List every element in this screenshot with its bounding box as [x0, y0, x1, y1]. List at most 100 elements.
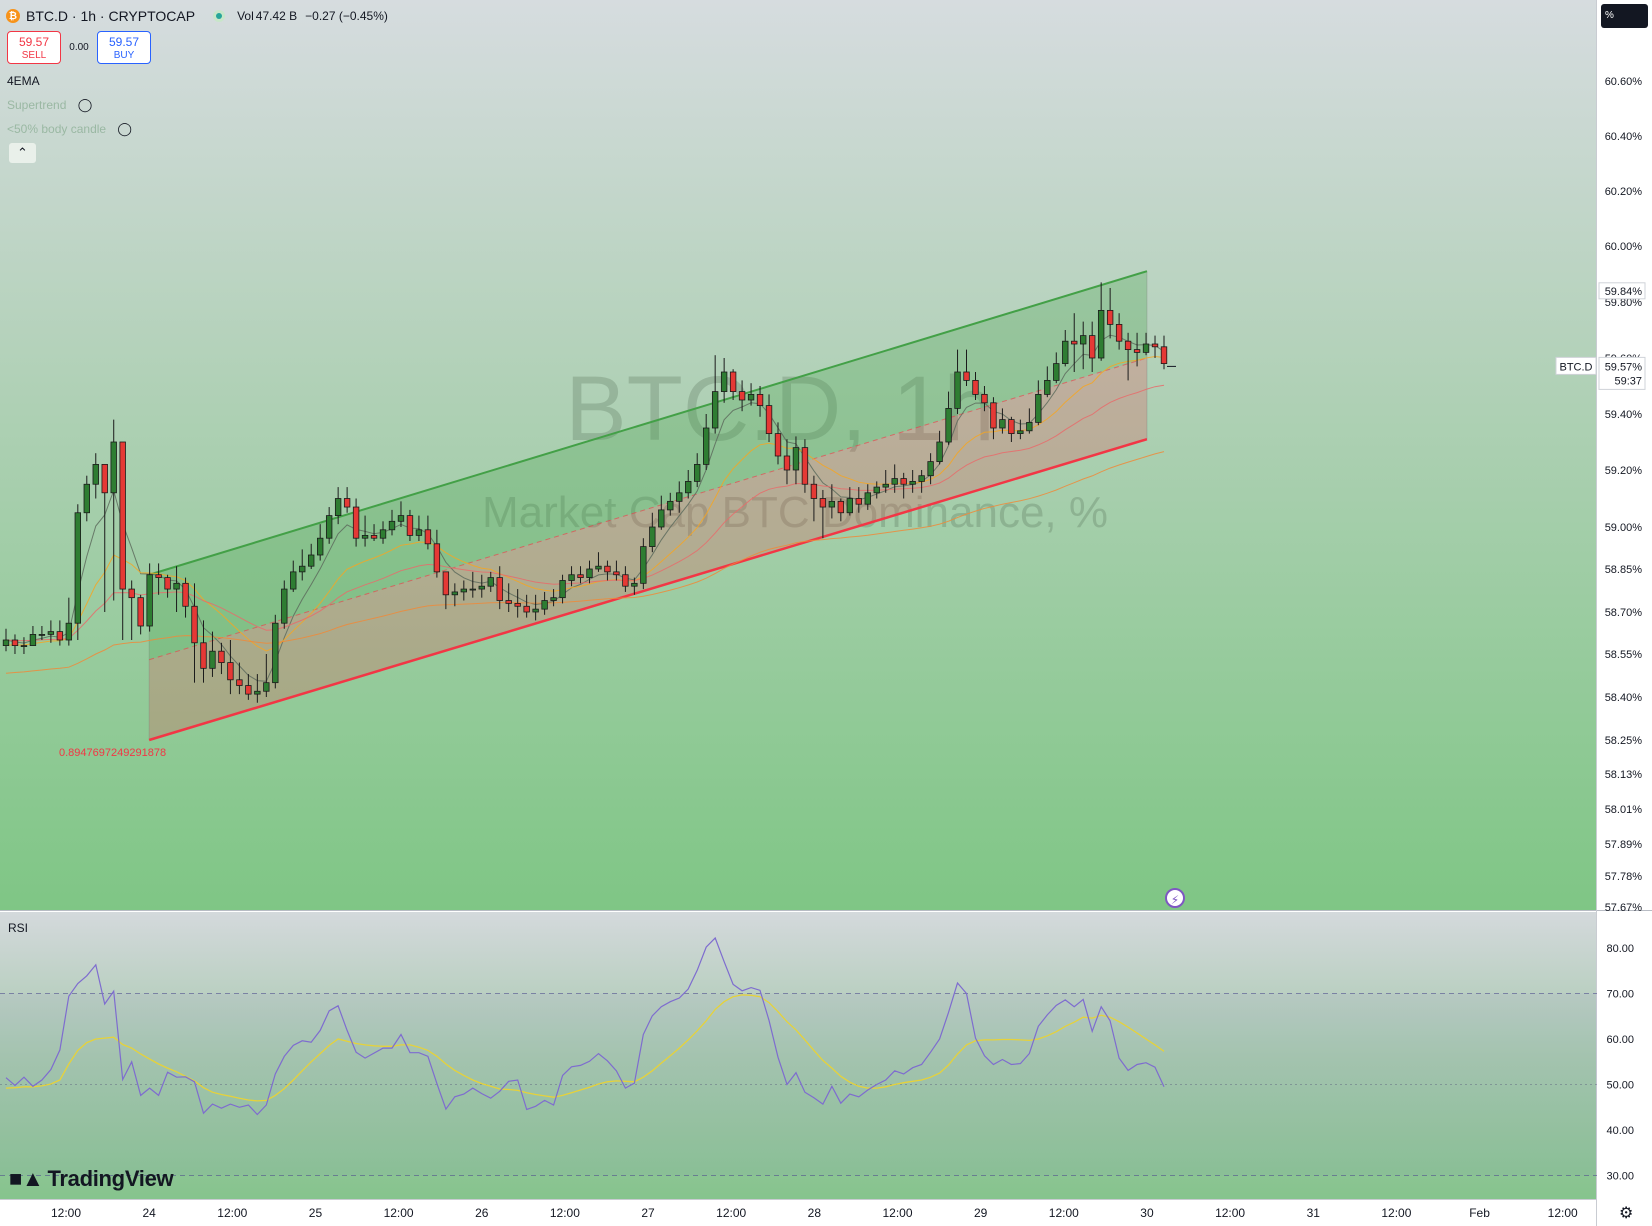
candle-up [334, 498, 342, 517]
tradingview-mark-icon: ■▲ [9, 1166, 44, 1191]
price-tick-label: 58.85% [1605, 564, 1643, 576]
candle-down [1151, 343, 1159, 348]
market-status-icon[interactable] [213, 10, 226, 22]
sell-label: SELL [21, 50, 47, 61]
candle-down [218, 650, 225, 664]
candle-up [451, 591, 459, 596]
price-tick-label: 60.20% [1605, 186, 1643, 198]
eye-crossed-icon[interactable]: ◯ [77, 97, 93, 112]
channel-upper-line [148, 270, 1148, 576]
candle-up [38, 634, 46, 636]
rsi-pane-label[interactable]: RSI [8, 921, 29, 935]
time-axis[interactable]: 12:00 24 12:00 25 12:00 26 12:00 27 12:00 28 12:00… [51, 1206, 1578, 1220]
candle-up [1097, 309, 1105, 359]
candle-down [164, 577, 171, 590]
candle-down [137, 597, 144, 627]
ema-line-1 [5, 355, 1165, 652]
time-tick-label: 26 [475, 1206, 489, 1220]
eye-crossed-icon[interactable]: ◯ [117, 121, 132, 136]
symbol-line[interactable]: BTC.D · 1h · CRYPTOCAP [26, 8, 196, 24]
candle-up [909, 480, 916, 485]
candle-up [47, 631, 55, 635]
rsi-axis[interactable]: 80.00 70.00 60.00 50.00 40.00 30.00 [1606, 943, 1634, 1183]
indicator-label: 4EMA [7, 74, 40, 88]
time-tick-label: 12:00 [384, 1206, 414, 1220]
unit-toggle[interactable]: % [1601, 4, 1648, 28]
candle-up [918, 475, 925, 482]
candle-up [1044, 379, 1051, 395]
candle-down [729, 371, 737, 393]
gear-icon[interactable]: ⚙ [1619, 1205, 1634, 1222]
channel-fib-label: 0.8947697249291878 [59, 747, 166, 759]
candle-up [703, 427, 710, 465]
price-tick-label: 58.70% [1605, 607, 1643, 619]
buy-price: 59.57 [108, 35, 140, 49]
last-price-box [1598, 356, 1646, 390]
candle-up [568, 574, 575, 581]
candle-up [397, 515, 405, 522]
time-tick-label: 12:00 [1548, 1206, 1578, 1220]
rsi-band-fill [0, 993, 1597, 1176]
candle-up [550, 597, 557, 601]
candle-up [92, 463, 99, 485]
candle-down [738, 391, 746, 401]
candle-up [1062, 340, 1069, 365]
price-axis[interactable]: 60.60%60.40%60.20%60.00%59.80%59.60%59.4… [1167, 76, 1646, 914]
indicator-body-candle[interactable]: <50% body candle ◯ [7, 121, 132, 137]
candle-up [685, 480, 692, 494]
symbol-header[interactable]: ₿ BTC.D · 1h · CRYPTOCAP Vol 47.42 B −0.… [6, 6, 388, 26]
candle-down [182, 582, 189, 607]
price-tick-label: 57.89% [1605, 839, 1643, 851]
rsi-tick-label: 70.00 [1606, 989, 1634, 1001]
price-tick-label: 60.60% [1605, 76, 1643, 88]
candle-up [864, 492, 871, 505]
candle-up [828, 500, 836, 508]
time-tick-label: 31 [1307, 1206, 1321, 1220]
candle-up [667, 500, 674, 511]
candle-up [720, 371, 728, 393]
candle-up [936, 441, 943, 463]
rsi-tick-label: 50.00 [1606, 1080, 1634, 1092]
candle-down [1106, 309, 1114, 325]
time-tick-label: 12:00 [1215, 1206, 1245, 1220]
candle-up [20, 645, 28, 647]
candle-down [496, 577, 503, 601]
price-tick-label: 58.01% [1605, 804, 1643, 816]
brand-name: TradingView [47, 1166, 174, 1191]
indicator-supertrend[interactable]: Supertrend ◯ [7, 97, 92, 113]
candle-up [640, 546, 647, 584]
price-tick-label: 57.67% [1605, 902, 1643, 914]
rsi-tick-label: 40.00 [1606, 1125, 1634, 1137]
candle-up [415, 529, 423, 536]
last-price-countdown: 59:37 [1614, 375, 1642, 387]
parallel-channel[interactable]: 0.8947697249291878 [59, 270, 1148, 759]
candle-up [1035, 393, 1042, 423]
ema-line-3 [5, 451, 1165, 674]
candle-up [361, 535, 369, 539]
time-tick-label: 12:00 [716, 1206, 746, 1220]
sell-button[interactable]: 59.57 SELL [7, 31, 61, 64]
rsi-tick-label: 80.00 [1606, 943, 1634, 955]
channel-middle-line [149, 357, 1148, 661]
candle-down [756, 393, 764, 406]
indicator-4ema[interactable]: 4EMA [7, 74, 40, 88]
candle-up [325, 515, 333, 539]
lightning-icon[interactable]: ⚡ [1165, 888, 1185, 908]
candle-up [649, 526, 656, 548]
candle-down [819, 498, 827, 508]
candle-up [281, 588, 288, 624]
price-tick-label: 58.55% [1605, 649, 1643, 661]
time-tick-label: 24 [142, 1206, 156, 1220]
candle-up [317, 537, 324, 556]
buy-button[interactable]: 59.57 BUY [97, 31, 151, 64]
price-axis-background [1597, 0, 1652, 1226]
collapse-legend-button[interactable]: ⌃ [9, 143, 36, 163]
candle-down [370, 535, 378, 539]
candle-down [1008, 419, 1015, 435]
candle-down [1160, 346, 1168, 364]
candle-down [424, 529, 432, 545]
indicator-label: <50% body candle [7, 122, 107, 136]
price-tick-label: 60.00% [1605, 241, 1643, 253]
tradingview-logo[interactable]: ■▲ TradingView [9, 1166, 174, 1192]
